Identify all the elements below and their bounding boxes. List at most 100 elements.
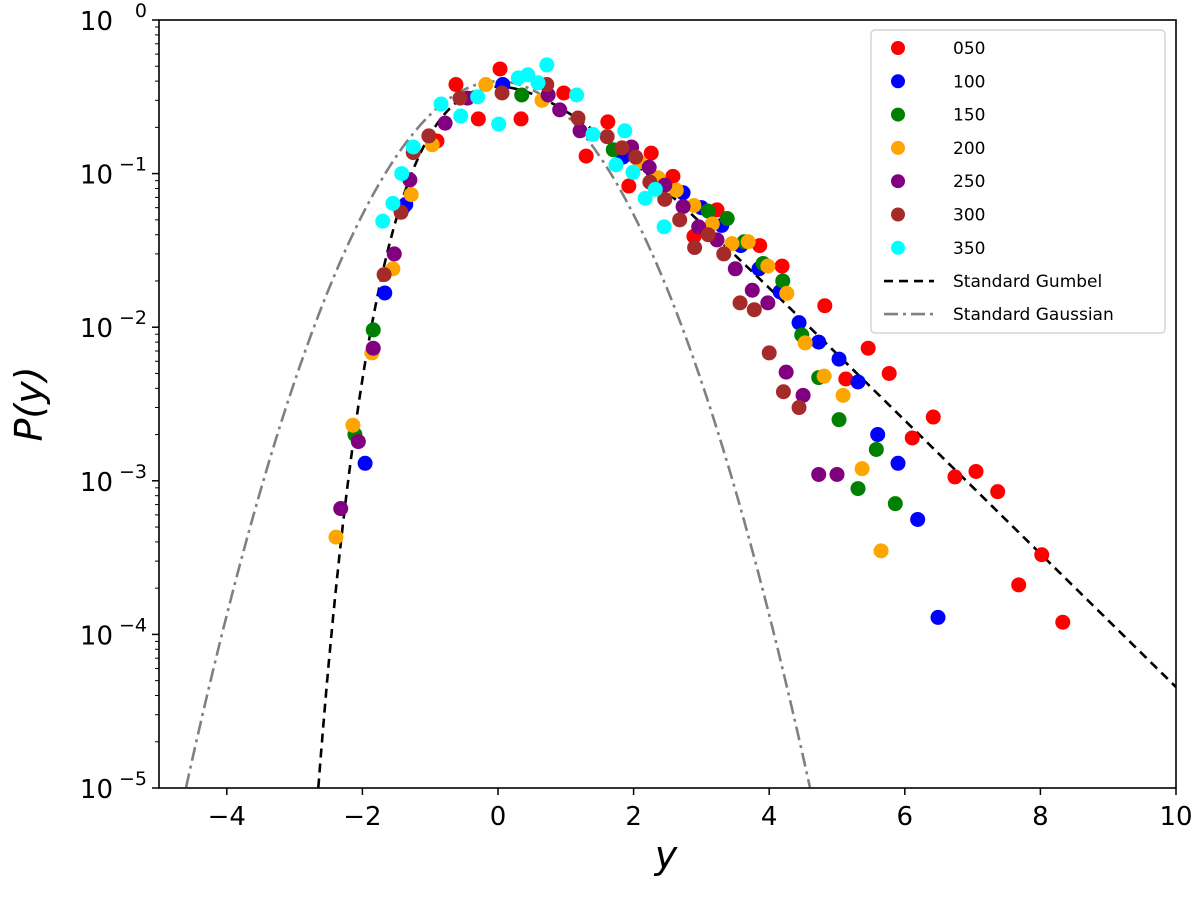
data-point bbox=[811, 334, 827, 350]
data-point bbox=[686, 197, 702, 213]
data-point bbox=[328, 529, 344, 545]
legend-label: 150 bbox=[953, 106, 985, 126]
data-point bbox=[1034, 547, 1050, 563]
data-point bbox=[600, 114, 616, 130]
y-tick-base: 10 bbox=[80, 775, 113, 805]
data-point bbox=[835, 387, 851, 403]
x-tick-label: 10 bbox=[1159, 802, 1192, 832]
legend-label: 300 bbox=[953, 206, 985, 226]
legend-marker bbox=[891, 174, 905, 189]
legend-marker bbox=[891, 74, 905, 89]
data-point bbox=[791, 315, 807, 331]
x-tick-label: 2 bbox=[625, 802, 642, 832]
data-point bbox=[716, 246, 732, 262]
data-point bbox=[350, 434, 366, 450]
data-point bbox=[585, 126, 601, 142]
data-point bbox=[854, 461, 870, 477]
data-point bbox=[838, 371, 854, 387]
data-point bbox=[617, 123, 633, 139]
data-point bbox=[811, 466, 827, 482]
data-point bbox=[672, 212, 688, 228]
data-point bbox=[470, 89, 486, 105]
data-point bbox=[850, 374, 866, 390]
data-point bbox=[868, 441, 884, 457]
data-point bbox=[656, 219, 672, 235]
data-point bbox=[887, 496, 903, 512]
legend-box bbox=[870, 29, 1166, 334]
plot-frame bbox=[158, 19, 1177, 789]
legend-marker bbox=[891, 207, 905, 222]
data-point bbox=[668, 182, 684, 198]
data-point bbox=[365, 340, 381, 356]
data-point bbox=[386, 246, 402, 262]
data-point bbox=[628, 149, 644, 165]
x-tick-label: −4 bbox=[208, 802, 246, 832]
data-point bbox=[453, 108, 469, 124]
data-point bbox=[774, 258, 790, 274]
y-tick-exponent: −3 bbox=[119, 461, 147, 483]
data-point bbox=[775, 384, 791, 400]
data-point bbox=[910, 511, 926, 527]
data-point bbox=[831, 412, 847, 428]
y-tick-base: 10 bbox=[80, 161, 113, 191]
data-point bbox=[514, 87, 530, 103]
data-point bbox=[700, 203, 716, 219]
y-tick-exponent: −2 bbox=[119, 307, 147, 329]
data-point bbox=[829, 466, 845, 482]
data-point bbox=[520, 67, 536, 83]
y-tick-label: 10 bbox=[80, 161, 113, 191]
data-point bbox=[421, 128, 437, 144]
data-point bbox=[625, 164, 641, 180]
data-point bbox=[761, 345, 777, 361]
data-point bbox=[357, 455, 373, 471]
data-point bbox=[831, 351, 847, 367]
y-tick-exponent: −4 bbox=[119, 614, 147, 636]
data-point bbox=[405, 139, 421, 155]
data-point bbox=[1011, 577, 1027, 593]
legend-marker bbox=[891, 41, 905, 55]
data-point bbox=[599, 129, 615, 145]
legend-label: 100 bbox=[953, 72, 985, 92]
data-point bbox=[641, 159, 657, 175]
data-point bbox=[608, 157, 624, 173]
data-point bbox=[448, 77, 464, 93]
data-point bbox=[570, 110, 586, 126]
data-point bbox=[657, 191, 673, 207]
data-point bbox=[647, 181, 663, 197]
data-point bbox=[740, 234, 756, 250]
data-point bbox=[345, 417, 361, 433]
data-point bbox=[760, 258, 776, 274]
data-point bbox=[968, 463, 984, 479]
data-point bbox=[778, 364, 794, 380]
data-point bbox=[775, 273, 791, 289]
data-point bbox=[385, 195, 401, 211]
legend-label: 200 bbox=[953, 139, 985, 159]
x-tick-label: 0 bbox=[490, 802, 507, 832]
legend-label: 050 bbox=[953, 39, 985, 59]
data-point bbox=[797, 335, 813, 351]
data-point bbox=[365, 322, 381, 338]
legend: 050 100 150 200 250 300 350 Standard Gumbel Stan… bbox=[870, 29, 1166, 334]
data-point bbox=[437, 115, 453, 131]
data-point bbox=[578, 148, 594, 164]
data-point bbox=[530, 75, 546, 91]
series-350 bbox=[375, 57, 672, 235]
y-tick-base: 10 bbox=[80, 621, 113, 651]
legend-marker bbox=[891, 140, 905, 155]
x-tick-label: 4 bbox=[761, 802, 778, 832]
legend-marker bbox=[891, 240, 905, 255]
points-layer bbox=[328, 57, 1071, 630]
y-tick-label: 10 bbox=[80, 7, 113, 37]
x-axis-label: y bbox=[654, 833, 678, 877]
data-point bbox=[643, 145, 659, 161]
data-point bbox=[779, 285, 795, 301]
legend-label: Standard Gaussian bbox=[953, 305, 1114, 325]
data-point bbox=[621, 178, 637, 194]
y-tick-label: 10 bbox=[80, 621, 113, 651]
data-point bbox=[433, 96, 449, 112]
data-point bbox=[947, 469, 963, 485]
data-point bbox=[552, 102, 568, 118]
data-point bbox=[492, 61, 508, 77]
